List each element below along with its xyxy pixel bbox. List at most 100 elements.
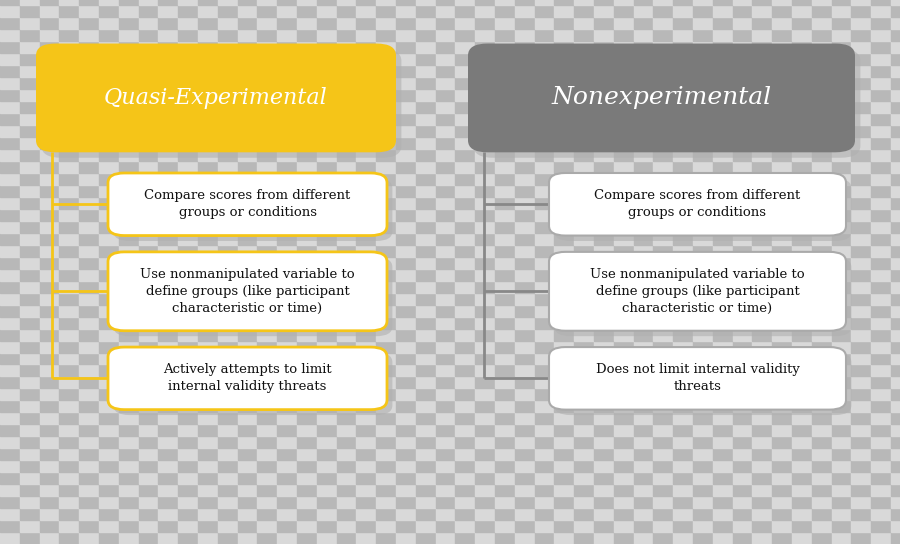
Bar [376,245,396,257]
Bar [832,65,851,77]
Bar [218,17,238,29]
Bar [594,448,614,460]
Bar [455,77,475,89]
Bar [158,5,178,17]
Bar [257,29,277,41]
Bar [653,101,673,113]
Bar [554,484,574,496]
Bar [218,532,238,544]
Bar [436,305,455,317]
Bar [337,161,356,173]
Bar [218,233,238,245]
Bar [356,436,376,448]
Bar [356,53,376,65]
Bar [0,472,20,484]
Bar [535,89,554,101]
Bar [733,269,752,281]
Bar [752,5,772,17]
Bar [772,412,792,424]
Bar [752,460,772,472]
Bar [812,173,832,185]
Bar [238,149,257,161]
Bar [139,281,158,293]
FancyBboxPatch shape [108,252,387,331]
Bar [158,400,178,412]
Bar [475,269,495,281]
Bar [891,41,900,53]
Bar [139,5,158,17]
Bar [594,65,614,77]
Bar [653,209,673,221]
Bar [455,233,475,245]
Bar [20,197,40,209]
Bar [40,293,59,305]
Bar [416,173,436,185]
Bar [653,472,673,484]
Bar [693,424,713,436]
Bar [238,221,257,233]
Bar [673,149,693,161]
Bar [297,484,317,496]
Bar [733,53,752,65]
Bar [752,388,772,400]
Bar [634,101,653,113]
Bar [396,448,416,460]
Bar [752,329,772,341]
Bar [554,41,574,53]
FancyBboxPatch shape [108,173,387,236]
Bar [535,329,554,341]
Bar [574,484,594,496]
Bar [198,77,218,89]
Bar [356,209,376,221]
Bar [634,281,653,293]
Bar [455,161,475,173]
Bar [673,341,693,353]
Bar [277,412,297,424]
Bar [554,436,574,448]
Bar [891,341,900,353]
Bar [356,77,376,89]
Bar [653,508,673,520]
Bar [337,520,356,532]
Bar [238,424,257,436]
Bar [178,269,198,281]
Bar [99,532,119,544]
Bar [891,329,900,341]
Bar [733,173,752,185]
Bar [40,233,59,245]
Bar [891,269,900,281]
Bar [59,376,79,388]
Bar [535,508,554,520]
Bar [693,508,713,520]
Bar [40,448,59,460]
Bar [79,173,99,185]
Bar [0,5,20,17]
Bar [594,496,614,508]
Bar [653,17,673,29]
Bar [515,125,535,137]
Bar [871,137,891,149]
Bar [277,185,297,197]
Bar [337,221,356,233]
Bar [851,65,871,77]
Bar [198,257,218,269]
Bar [475,508,495,520]
Bar [158,149,178,161]
Bar [40,101,59,113]
Bar [376,496,396,508]
Bar [139,89,158,101]
Bar [40,17,59,29]
Bar [891,245,900,257]
Bar [20,41,40,53]
Bar [634,400,653,412]
Bar [317,281,337,293]
Bar [634,41,653,53]
Bar [535,29,554,41]
Bar [178,424,198,436]
Bar [317,17,337,29]
Bar [79,5,99,17]
Bar [376,161,396,173]
Bar [238,305,257,317]
Bar [614,209,634,221]
Bar [535,532,554,544]
